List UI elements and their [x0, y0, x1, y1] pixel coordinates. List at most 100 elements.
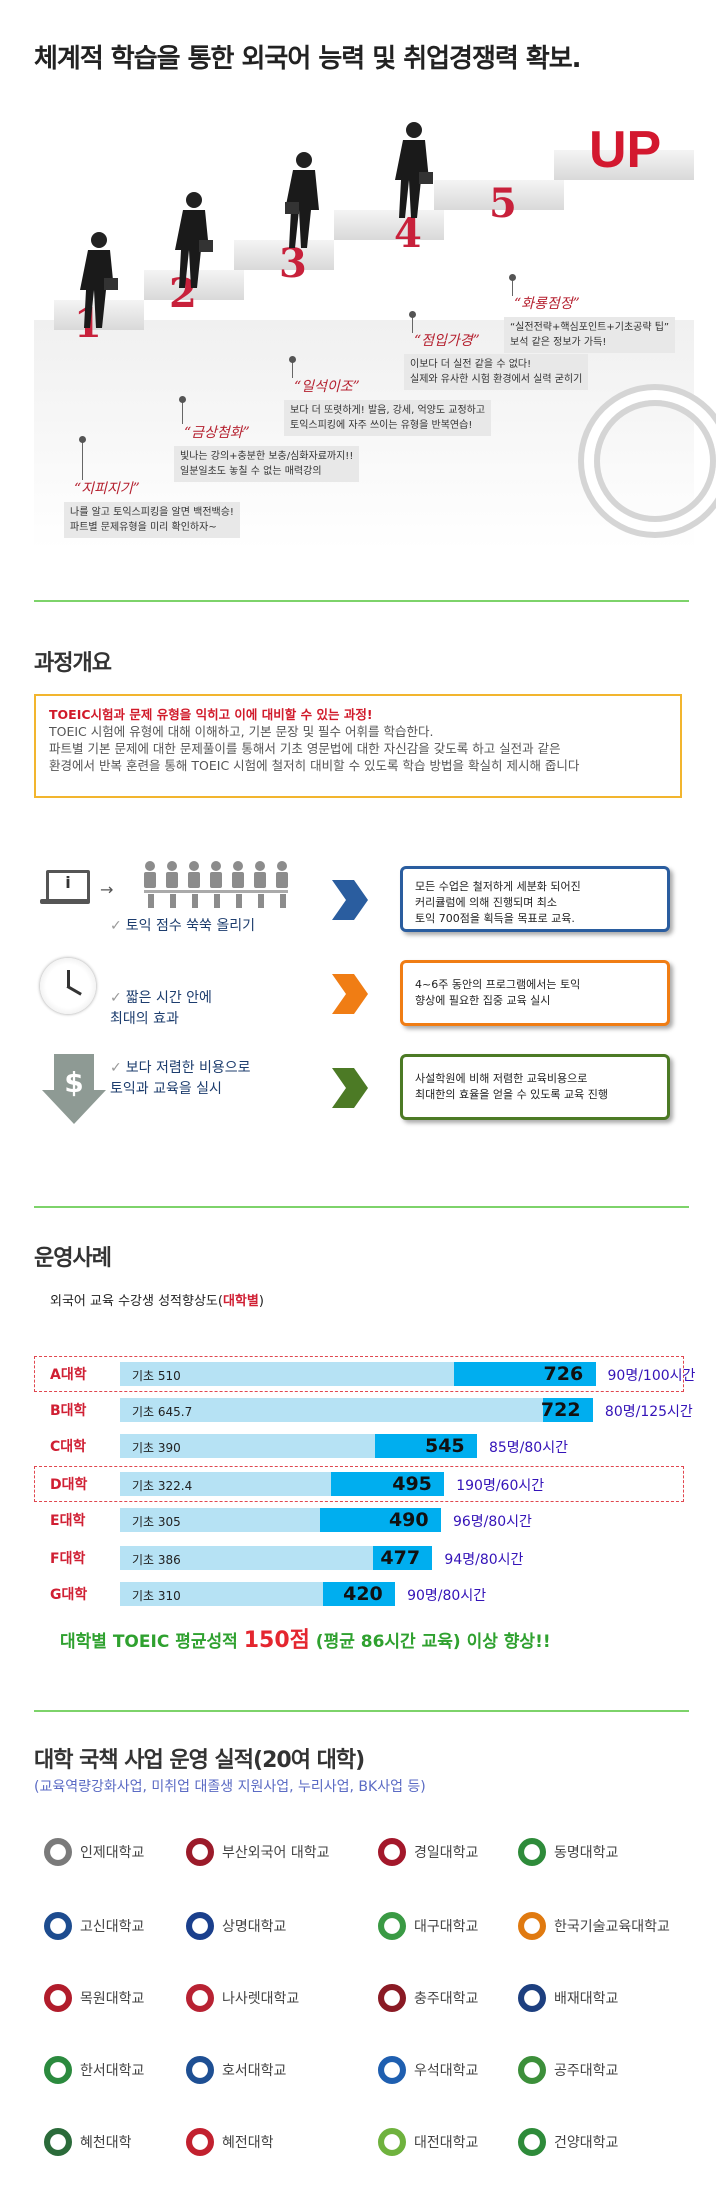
school-logo-icon — [518, 1838, 546, 1866]
cohort-note: 90명/100시간 — [607, 1368, 696, 1384]
base-score-label: 기초 386 — [132, 1553, 181, 1567]
base-score-bar — [120, 1362, 596, 1386]
school-logo-icon — [44, 1838, 72, 1866]
school-name: 혜전대학 — [222, 2135, 274, 2151]
cohort-note: 90명/80시간 — [407, 1588, 487, 1604]
university-label: B대학 — [50, 1403, 87, 1419]
school-item: 한서대학교 — [44, 2056, 144, 2084]
circle-decoration — [594, 400, 716, 522]
school-item: 목원대학교 — [44, 1984, 144, 2012]
step-3-desc: 보다 더 또렷하게! 발음, 강세, 억양도 교정하고 토익스피킹에 자주 쓰이는… — [284, 400, 492, 436]
school-logo-icon — [378, 1912, 406, 1940]
school-name: 우석대학교 — [414, 2063, 479, 2079]
hero-title: 체계적 학습을 통한 외국어 능력 및 취업경쟁력 확보. — [34, 44, 582, 74]
cases-heading: 운영사례 — [34, 1246, 112, 1271]
base-score-bar — [120, 1472, 445, 1496]
laptop-icon: i — [40, 870, 90, 906]
people-group-icon — [140, 860, 295, 910]
improved-score-bar — [375, 1434, 477, 1458]
school-name: 한국기술교육대학교 — [554, 1919, 670, 1935]
improved-score-bar — [372, 1546, 433, 1570]
base-score-label: 기초 645.7 — [132, 1405, 193, 1419]
base-score-label: 기초 310 — [132, 1589, 181, 1603]
step-number-4: 4 — [394, 210, 422, 257]
step-1-title: “지피지기” — [74, 481, 140, 497]
svg-text:$: $ — [64, 1066, 83, 1099]
school-logo-icon — [186, 1838, 214, 1866]
cases-summary: 대학별 TOEIC 평균성적 150점 (평균 86시간 교육) 이상 향상!! — [60, 1628, 551, 1653]
university-label: D대학 — [50, 1477, 88, 1493]
course-highlight: TOEIC시험과 문제 유형을 익히고 이에 대비할 수 있는 과정! — [49, 707, 373, 722]
school-item: 충주대학교 — [378, 1984, 478, 2012]
improved-score-label: 477 — [380, 1547, 421, 1569]
school-item: 공주대학교 — [518, 2056, 618, 2084]
school-item: 배재대학교 — [518, 1984, 618, 2012]
school-name: 목원대학교 — [80, 1991, 145, 2007]
businessman-figure-1 — [80, 232, 118, 328]
highlight-frame — [34, 1356, 684, 1392]
school-item: 고신대학교 — [44, 1912, 144, 1940]
section-divider — [34, 600, 689, 602]
school-item: 한국기술교육대학교 — [518, 1912, 670, 1940]
school-name: 한서대학교 — [80, 2063, 145, 2079]
feature-1-box: 모든 수업은 철저하게 세분화 되어진 커리큘럼에 의해 진행되며 최소 토익 70… — [400, 866, 670, 932]
school-logo-icon — [44, 2128, 72, 2156]
school-item: 인제대학교 — [44, 1838, 144, 1866]
school-item: 우석대학교 — [378, 2056, 478, 2084]
cohort-note: 80명/125시간 — [604, 1404, 693, 1420]
chevron-right-icon — [332, 1068, 368, 1108]
businessman-figure-3 — [285, 152, 319, 248]
chevron-right-icon — [332, 974, 368, 1014]
national-subtitle: (교육역량강화사업, 미취업 대졸생 지원사업, 누리사업, BK사업 등) — [34, 1779, 426, 1795]
base-score-label: 기초 305 — [132, 1515, 181, 1529]
university-label: E대학 — [50, 1513, 86, 1529]
cohort-note: 94명/80시간 — [444, 1552, 524, 1568]
section-divider — [34, 1206, 689, 1208]
school-logo-icon — [518, 2128, 546, 2156]
school-name: 상명대학교 — [222, 1919, 287, 1935]
school-name: 나사렛대학교 — [222, 1991, 300, 2007]
step-1-desc: 나를 알고 토익스피킹을 알면 백전백승! 파트별 문제유형을 미리 확인하자~ — [64, 502, 240, 538]
school-logo-icon — [378, 1984, 406, 2012]
school-name: 배재대학교 — [554, 1991, 619, 2007]
school-name: 대전대학교 — [414, 2135, 479, 2151]
school-logo-icon — [186, 1912, 214, 1940]
school-name: 인제대학교 — [80, 1845, 145, 1861]
base-score-bar — [120, 1582, 396, 1606]
businessman-figure-4 — [395, 122, 433, 218]
businessman-figure-2 — [175, 192, 213, 288]
step-2-title: “금상첨화” — [184, 425, 250, 441]
step-5-title: “화룡점정” — [514, 296, 580, 312]
school-item: 부산외국어 대학교 — [186, 1838, 330, 1866]
cohort-note: 190명/60시간 — [456, 1478, 545, 1494]
feature-3-label: ✓ 보다 저렴한 비용으로 토익과 교육을 실시 — [110, 1060, 251, 1097]
feature-2-box: 4~6주 동안의 프로그램에서는 토익 향상에 필요한 집중 교육 실시 — [400, 960, 670, 1026]
base-score-label: 기초 390 — [132, 1441, 181, 1455]
course-line: TOEIC 시험에 유형에 대해 이해하고, 기본 문장 및 필수 어휘를 학습… — [49, 724, 434, 739]
highlight-frame — [34, 1466, 684, 1502]
step-2-desc: 빛나는 강의+충분한 보충/심화자료까지!! 일분일초도 놓칠 수 없는 매력강의 — [174, 446, 360, 482]
school-logo-icon — [44, 2056, 72, 2084]
improved-score-label: 722 — [540, 1399, 581, 1421]
clock-icon — [40, 958, 96, 1014]
improved-score-bar — [319, 1508, 441, 1532]
school-name: 충주대학교 — [414, 1991, 479, 2007]
school-item: 대전대학교 — [378, 2128, 478, 2156]
step-3-title: “일석이조” — [294, 379, 360, 395]
school-logo-icon — [378, 2056, 406, 2084]
school-name: 혜천대학 — [80, 2135, 132, 2151]
school-name: 부산외국어 대학교 — [222, 1845, 330, 1861]
university-label: F대학 — [50, 1551, 86, 1567]
school-logo-icon — [186, 2056, 214, 2084]
school-item: 대구대학교 — [378, 1912, 478, 1940]
course-line: 환경에서 반복 훈련을 통해 TOEIC 시험에 철저히 대비할 수 있도록 학… — [49, 758, 580, 773]
school-item: 건양대학교 — [518, 2128, 618, 2156]
school-item: 상명대학교 — [186, 1912, 286, 1940]
school-item: 동명대학교 — [518, 1838, 618, 1866]
improved-score-bar — [323, 1582, 396, 1606]
base-score-bar — [120, 1508, 441, 1532]
school-logo-icon — [378, 1838, 406, 1866]
university-label: G대학 — [50, 1587, 88, 1603]
improved-score-bar — [454, 1362, 596, 1386]
school-logo-icon — [186, 2128, 214, 2156]
